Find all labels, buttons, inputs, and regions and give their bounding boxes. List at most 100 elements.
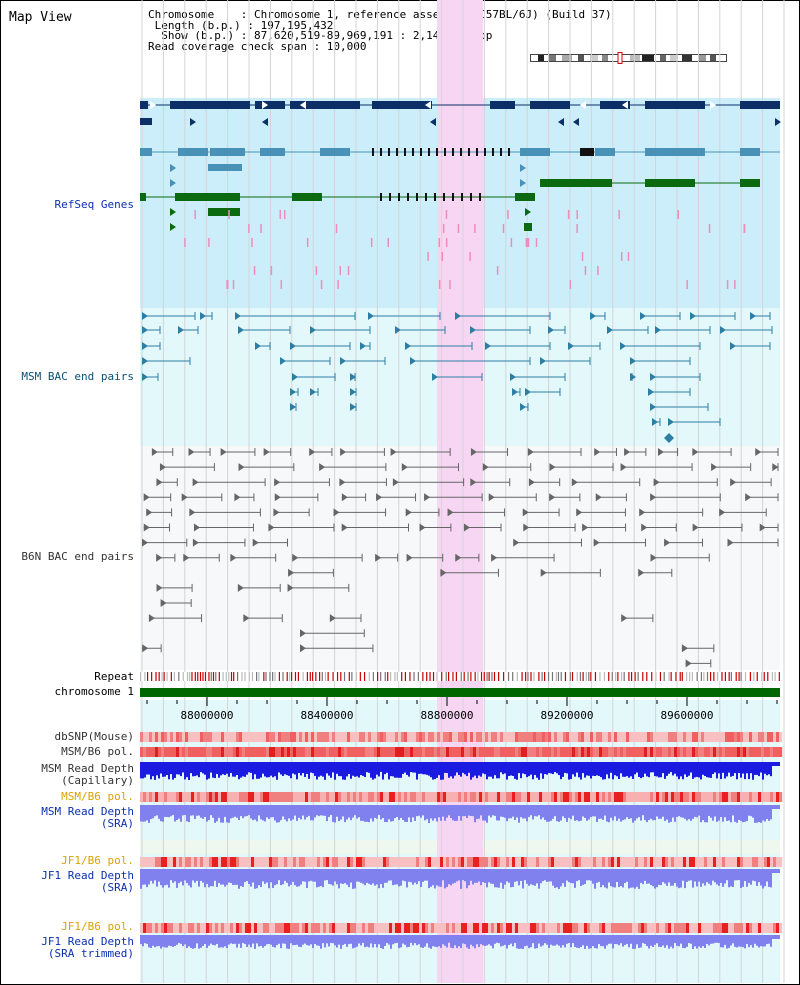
jf1-depth-sra[interactable] <box>688 869 690 881</box>
jf1-depth-sra[interactable] <box>236 869 238 885</box>
pink-tick[interactable] <box>526 238 529 247</box>
dbsnp-heat[interactable] <box>422 732 426 742</box>
jf1-pol-heat-1[interactable] <box>377 857 381 867</box>
msm-pol-heat-1[interactable] <box>419 747 423 757</box>
pink-tick[interactable] <box>441 252 443 261</box>
jf1-depth-sra[interactable] <box>372 869 374 884</box>
jf1-pol-heat-1[interactable] <box>479 857 483 867</box>
msm-depth-sra[interactable] <box>206 805 208 822</box>
msm-pol-heat-1[interactable] <box>395 747 399 757</box>
jf1-depth-sra[interactable] <box>564 869 566 887</box>
msm-depth-capillary[interactable] <box>730 762 732 777</box>
jf1-pol-heat-2[interactable] <box>425 923 429 933</box>
msm-depth-sra[interactable] <box>212 805 214 818</box>
jf1-depth-trim[interactable] <box>608 935 610 944</box>
msm-depth-capillary[interactable] <box>406 762 408 775</box>
msm-depth-capillary[interactable] <box>482 762 484 774</box>
jf1-depth-trim[interactable] <box>576 935 578 948</box>
msm-depth-capillary[interactable] <box>456 762 458 773</box>
msm-pol-heat-2[interactable] <box>230 792 234 802</box>
msm-pol-heat-2[interactable] <box>743 792 747 802</box>
msm-depth-sra[interactable] <box>378 805 380 815</box>
b6n-bac-pair-end[interactable] <box>159 463 166 472</box>
repeat-element[interactable] <box>144 672 146 681</box>
jf1-pol-heat-2[interactable] <box>230 923 234 933</box>
dbsnp-heat[interactable] <box>380 732 384 742</box>
jf1-depth-sra[interactable] <box>748 869 750 883</box>
jf1-pol-heat-1[interactable] <box>380 857 384 867</box>
b6n-bac-pair-end[interactable] <box>692 448 699 456</box>
repeat-element[interactable] <box>767 672 769 681</box>
jf1-depth-sra[interactable] <box>600 869 602 888</box>
msm-depth-capillary[interactable] <box>142 762 144 779</box>
jf1-depth-trim[interactable] <box>366 935 368 947</box>
msm-depth-capillary[interactable] <box>652 762 654 773</box>
jf1-depth-trim[interactable] <box>364 935 366 948</box>
dbsnp-heat[interactable] <box>326 732 330 742</box>
gene-exon[interactable] <box>396 148 398 156</box>
msm-pol-heat-1[interactable] <box>617 747 621 757</box>
msm-depth-capillary[interactable] <box>546 762 548 775</box>
jf1-pol-heat-2[interactable] <box>329 923 333 933</box>
jf1-depth-sra[interactable] <box>512 869 514 887</box>
dbsnp-heat[interactable] <box>578 732 582 742</box>
jf1-depth-sra[interactable] <box>470 869 472 881</box>
msm-bac-pair-end[interactable] <box>290 403 296 411</box>
repeat-element[interactable] <box>348 672 350 681</box>
jf1-pol-heat-2[interactable] <box>392 923 396 933</box>
pink-tick[interactable] <box>194 210 196 219</box>
repeat-element[interactable] <box>483 672 485 681</box>
msm-depth-capillary[interactable] <box>524 762 526 775</box>
jf1-depth-trim[interactable] <box>210 935 212 944</box>
jf1-depth-sra[interactable] <box>180 869 182 882</box>
msm-pol-heat-1[interactable] <box>308 747 312 757</box>
dbsnp-heat[interactable] <box>338 732 342 742</box>
dbsnp-heat[interactable] <box>716 732 720 742</box>
jf1-depth-sra[interactable] <box>186 869 188 884</box>
msm-pol-heat-1[interactable] <box>605 747 609 757</box>
b6n-bac-pair-end[interactable] <box>263 448 270 456</box>
msm-pol-heat-1[interactable] <box>722 747 726 757</box>
jf1-depth-sra[interactable] <box>718 869 720 886</box>
msm-pol-heat-2[interactable] <box>722 792 726 802</box>
jf1-pol-heat-1[interactable] <box>269 857 273 867</box>
jf1-pol-heat-2[interactable] <box>530 923 534 933</box>
jf1-pol-heat-2[interactable] <box>509 923 513 933</box>
b6n-bac-pair-end[interactable] <box>447 508 454 517</box>
jf1-depth-sra[interactable] <box>392 869 394 886</box>
jf1-depth-trim[interactable] <box>234 935 236 944</box>
gene-exon[interactable] <box>208 208 240 216</box>
jf1-pol-heat-2[interactable] <box>446 923 450 933</box>
dbsnp-heat[interactable] <box>461 732 465 742</box>
msm-pol-heat-1[interactable] <box>242 747 246 757</box>
jf1-depth-trim[interactable] <box>168 935 170 946</box>
msm-pol-heat-2[interactable] <box>377 792 381 802</box>
msm-depth-capillary[interactable] <box>522 762 524 774</box>
msm-depth-capillary[interactable] <box>638 762 640 777</box>
jf1-depth-trim[interactable] <box>588 935 590 949</box>
jf1-pol-heat-1[interactable] <box>140 857 144 867</box>
msm-pol-heat-2[interactable] <box>608 792 612 802</box>
dbsnp-heat[interactable] <box>500 732 504 742</box>
msm-depth-capillary[interactable] <box>368 762 370 773</box>
jf1-pol-heat-2[interactable] <box>188 923 192 933</box>
msm-depth-sra[interactable] <box>508 805 510 819</box>
dbsnp-heat[interactable] <box>161 732 165 742</box>
msm-pol-heat-2[interactable] <box>626 792 630 802</box>
msm-depth-capillary[interactable] <box>532 762 534 780</box>
msm-depth-capillary[interactable] <box>468 762 470 773</box>
jf1-depth-sra[interactable] <box>312 869 314 882</box>
b6n-bac-pair-end[interactable] <box>273 508 280 517</box>
msm-depth-sra[interactable] <box>336 805 338 817</box>
msm-depth-sra[interactable] <box>596 805 598 822</box>
msm-pol-heat-2[interactable] <box>416 792 420 802</box>
msm-depth-sra[interactable] <box>620 805 622 822</box>
msm-depth-capillary[interactable] <box>382 762 384 780</box>
msm-bac-pair-end[interactable] <box>455 312 461 320</box>
jf1-depth-sra[interactable] <box>660 869 662 886</box>
msm-depth-sra[interactable] <box>650 805 652 819</box>
jf1-pol-heat-1[interactable] <box>770 857 774 867</box>
repeat-element[interactable] <box>241 672 243 681</box>
msm-depth-capillary[interactable] <box>322 762 324 777</box>
repeat-element[interactable] <box>533 672 535 681</box>
